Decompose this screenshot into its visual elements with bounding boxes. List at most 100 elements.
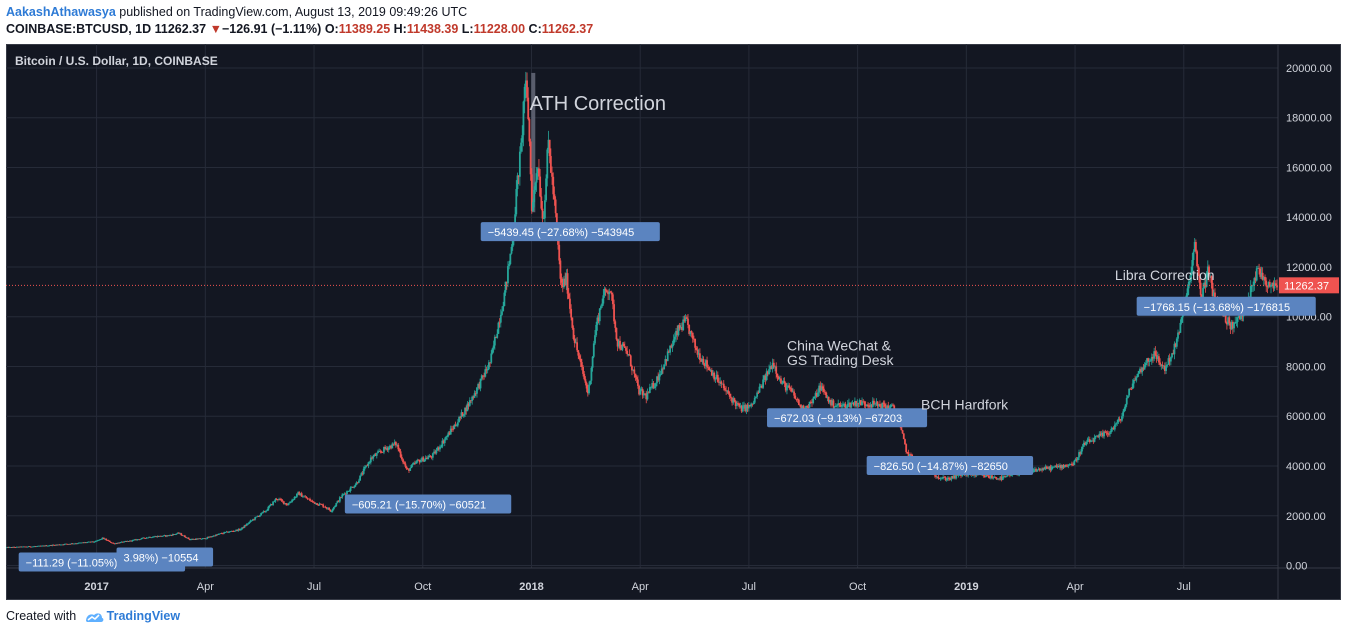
candle-body [1100, 432, 1103, 436]
candle-body [1155, 355, 1158, 360]
candle-body [1105, 432, 1108, 434]
candle-body [278, 499, 280, 500]
close-label: C: [528, 22, 542, 36]
candle-body [1111, 427, 1114, 430]
candle-body [415, 461, 418, 464]
candle-body [1109, 432, 1111, 434]
candle-body [98, 539, 100, 541]
annotation-text: China WeChat & [787, 337, 892, 353]
candle-body [249, 520, 252, 523]
candle-body [1225, 322, 1228, 325]
candle-body [237, 529, 240, 531]
candle-body [133, 539, 136, 541]
candle-body [828, 399, 831, 403]
candle-body [179, 533, 181, 535]
candle-body [793, 391, 795, 396]
created-with-label: Created with [6, 609, 77, 623]
candle-body [284, 503, 286, 504]
candle-body [287, 503, 290, 506]
author-link[interactable]: AakashAthawasya [6, 5, 116, 19]
candle-body [837, 403, 840, 406]
candle-body [546, 149, 549, 179]
candle-body [623, 346, 626, 348]
candle-body [1163, 365, 1166, 371]
candle-body [1047, 467, 1049, 469]
candle-body [389, 445, 391, 448]
candle-body [982, 474, 985, 476]
candle-body [327, 507, 329, 509]
candle-body [241, 527, 243, 530]
candle-body [180, 533, 183, 536]
candle-body [383, 447, 385, 453]
candle-body [553, 194, 556, 200]
candle-body [1135, 377, 1138, 381]
candle-body [504, 281, 507, 293]
candle-body [658, 374, 661, 381]
candle-body [547, 139, 550, 150]
candle-body [1107, 433, 1110, 435]
candle-body [1055, 465, 1058, 468]
y-tick-label: 20000.00 [1286, 63, 1332, 75]
candle-body [784, 382, 787, 391]
candle-body [45, 545, 48, 547]
candle-body [1265, 280, 1268, 287]
candle-body [1194, 242, 1197, 252]
candle-body [540, 196, 543, 209]
candle-body [292, 499, 295, 501]
candle-body [106, 540, 109, 541]
candle-body [689, 331, 692, 334]
candle-body [208, 536, 211, 538]
candle-body [614, 321, 617, 328]
candle-body [665, 359, 668, 362]
candle-body [356, 482, 359, 484]
candle-body [1007, 474, 1010, 476]
candle-body [775, 366, 778, 374]
candle-body [256, 516, 259, 518]
candle-body [83, 542, 86, 544]
candle-body [578, 355, 581, 359]
candle-body [589, 380, 592, 385]
candle-body [567, 293, 570, 299]
candle-body [1073, 460, 1076, 466]
candle-body [726, 390, 729, 392]
candle-body [683, 319, 686, 322]
candle-body [1049, 466, 1052, 471]
candle-body [613, 304, 615, 322]
candle-body [312, 501, 315, 503]
candle-body [765, 371, 768, 380]
candle-body [61, 544, 63, 546]
candle-body [986, 475, 989, 476]
candle-body [1231, 322, 1234, 329]
candle-body [21, 546, 24, 548]
candle-body [910, 454, 912, 456]
candle-body [834, 405, 837, 407]
candle-body [1113, 424, 1116, 430]
candle-body [1259, 268, 1262, 277]
candle-body [805, 405, 807, 410]
candle-body [76, 543, 79, 545]
candle-body [296, 493, 298, 497]
candle-body [1202, 288, 1204, 298]
tradingview-brand[interactable]: TradingView [106, 609, 181, 623]
candle-body [908, 454, 911, 457]
candle-body [24, 546, 26, 548]
candle-body [464, 407, 466, 415]
candle-body [774, 366, 776, 368]
price-chart[interactable]: 20000.00 18000.00 16000.00 14000.00 12000.00… [6, 44, 1341, 600]
candle-body [826, 396, 829, 398]
candle-body [155, 536, 158, 538]
candle-body [1035, 469, 1038, 472]
candle-body [1000, 476, 1003, 480]
candle-body [1069, 463, 1072, 465]
candle-body [632, 369, 635, 371]
candle-body [238, 529, 241, 531]
candle-body [669, 345, 671, 353]
candle-body [904, 439, 906, 445]
candle-body [70, 543, 73, 545]
candle-body [569, 298, 571, 309]
candle-body [244, 525, 247, 527]
candle-body [868, 406, 871, 408]
candle-body [659, 374, 662, 376]
candle-body [727, 390, 730, 394]
candle-body [591, 356, 594, 368]
